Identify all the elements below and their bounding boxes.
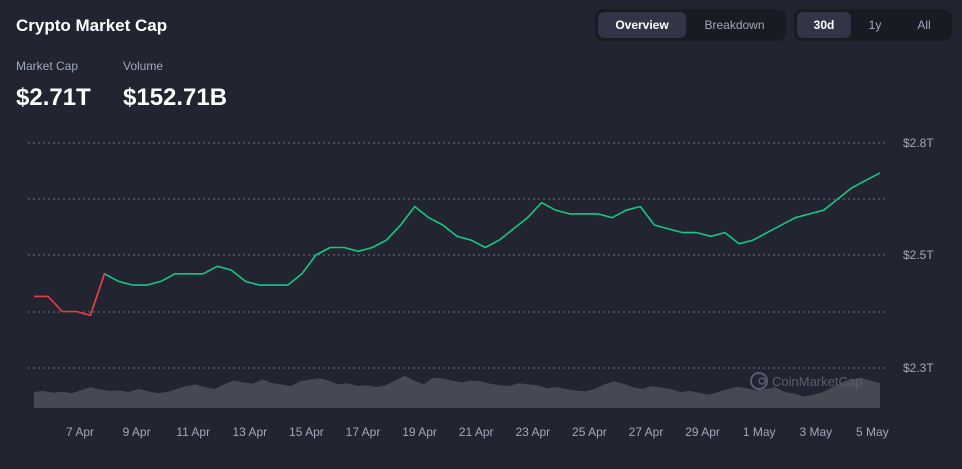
y-tick-label: $2.3T — [903, 361, 934, 375]
x-tick-label: 17 Apr — [346, 425, 381, 439]
x-tick-label: 13 Apr — [232, 425, 267, 439]
x-tick-label: 25 Apr — [572, 425, 607, 439]
x-tick-label: 1 May — [743, 425, 776, 439]
y-tick-label: $2.8T — [903, 136, 934, 150]
watermark-text: CoinMarketCap — [772, 374, 862, 389]
y-tick-label: $2.5T — [903, 248, 934, 262]
price-line-up — [89, 172, 881, 316]
view-toggle: Overview Breakdown — [595, 9, 786, 41]
y-axis: $2.8T $2.5T $2.3T — [903, 136, 934, 375]
coinmarketcap-logo-inner-icon — [758, 377, 766, 385]
range-1y[interactable]: 1y — [868, 18, 882, 32]
x-tick-label: 7 Apr — [66, 425, 94, 439]
x-tick-label: 29 Apr — [685, 425, 720, 439]
page-title: Crypto Market Cap — [16, 16, 168, 35]
chart-grid — [28, 142, 888, 369]
x-tick-label: 5 May — [856, 425, 889, 439]
volume-value: $152.71B — [123, 84, 228, 111]
x-tick-label: 11 Apr — [176, 425, 210, 439]
x-tick-label: 19 Apr — [402, 425, 437, 439]
x-tick-label: 15 Apr — [289, 425, 324, 439]
watermark: CoinMarketCap — [750, 372, 862, 390]
price-line — [34, 172, 881, 317]
market-cap-value: $2.71T — [16, 84, 91, 111]
tab-overview[interactable]: Overview — [598, 12, 686, 38]
tab-breakdown[interactable]: Breakdown — [704, 18, 765, 32]
x-tick-label: 23 Apr — [515, 425, 550, 439]
x-axis: 7 Apr 9 Apr 11 Apr 13 Apr 15 Apr 17 Apr 19 Apr… — [66, 425, 889, 439]
x-tick-label: 9 Apr — [123, 425, 151, 439]
x-tick-label: 3 May — [799, 425, 832, 439]
volume-fill — [34, 375, 880, 408]
x-tick-label: 21 Apr — [459, 425, 494, 439]
range-toggle: 30d 1y All — [794, 9, 952, 41]
range-30d[interactable]: 30d — [797, 12, 851, 38]
range-all[interactable]: All — [917, 18, 931, 32]
volume-label: Volume — [123, 59, 164, 73]
market-cap-label: Market Cap — [16, 59, 79, 73]
volume-area — [34, 375, 880, 408]
price-line-down — [34, 273, 106, 317]
x-tick-label: 27 Apr — [629, 425, 664, 439]
coinmarketcap-logo-icon — [750, 372, 768, 390]
